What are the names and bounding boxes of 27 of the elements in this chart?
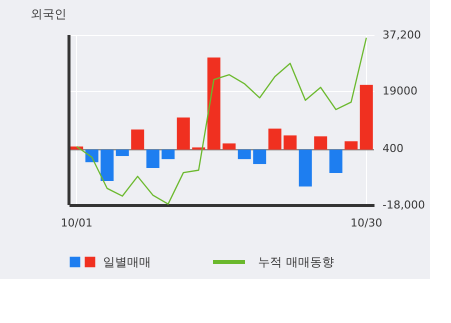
bar [100,150,114,181]
bar [146,150,160,168]
bar [360,84,373,150]
y-tick-label: 400 [382,142,404,155]
bar [268,128,282,150]
bar [131,130,144,150]
bar [162,150,175,160]
x-tick-label: 10/30 [350,216,382,230]
x-tick-label: 10/01 [60,216,92,230]
bar [253,150,266,164]
y-tick-label: 19000 [382,84,418,98]
legend-label: 누적 매매동향 [258,255,334,269]
chart-title: 외국인 [30,7,66,21]
bar [298,150,312,187]
y-tick-label: 37,200 [382,28,421,42]
bar [329,150,342,173]
legend-label: 일별매매 [103,255,151,269]
bar [344,141,358,150]
bar [314,136,328,150]
bar [116,150,129,156]
bar [207,57,220,150]
bar [222,143,236,150]
y-tick-label: -18,000 [382,198,425,212]
bar [284,135,297,150]
bar [176,118,190,150]
bar [238,150,251,160]
line-series [76,37,368,205]
